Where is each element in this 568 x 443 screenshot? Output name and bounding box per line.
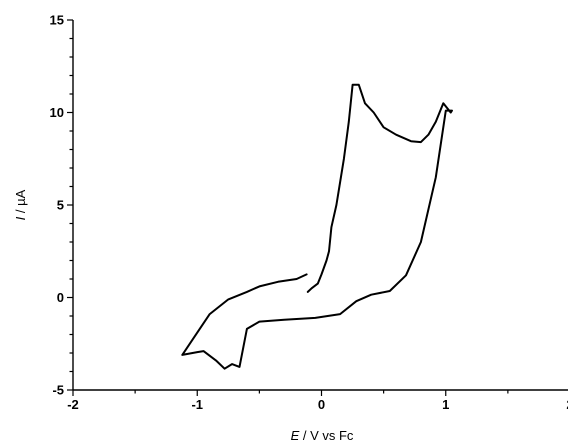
x-tick-label: 0 (318, 397, 325, 412)
y-axis-label-symbol: I (13, 216, 28, 220)
x-ticks: -2 -1 0 1 2 (67, 390, 568, 412)
y-ticks: -5 0 5 10 15 (50, 13, 73, 398)
y-tick-label: 15 (50, 13, 64, 28)
y-tick-label: 0 (57, 290, 64, 305)
x-tick-label: 1 (442, 397, 449, 412)
y-tick-label: 5 (57, 198, 64, 213)
y-axis-label: I / µA (13, 189, 28, 220)
x-axis-label-units: / V vs Fc (299, 428, 354, 443)
x-tick-label: 2 (566, 397, 568, 412)
axes (72, 20, 568, 391)
x-axis-label: E / V vs Fc (291, 428, 354, 443)
y-tick-label: -5 (52, 383, 64, 398)
cv-trace (181, 83, 453, 370)
y-tick-label: 10 (50, 105, 64, 120)
series-layer (181, 83, 453, 370)
x-tick-label: -2 (67, 397, 79, 412)
x-tick-label: -1 (191, 397, 203, 412)
y-axis-label-units: / µA (13, 189, 28, 216)
x-axis-label-symbol: E (291, 428, 300, 443)
